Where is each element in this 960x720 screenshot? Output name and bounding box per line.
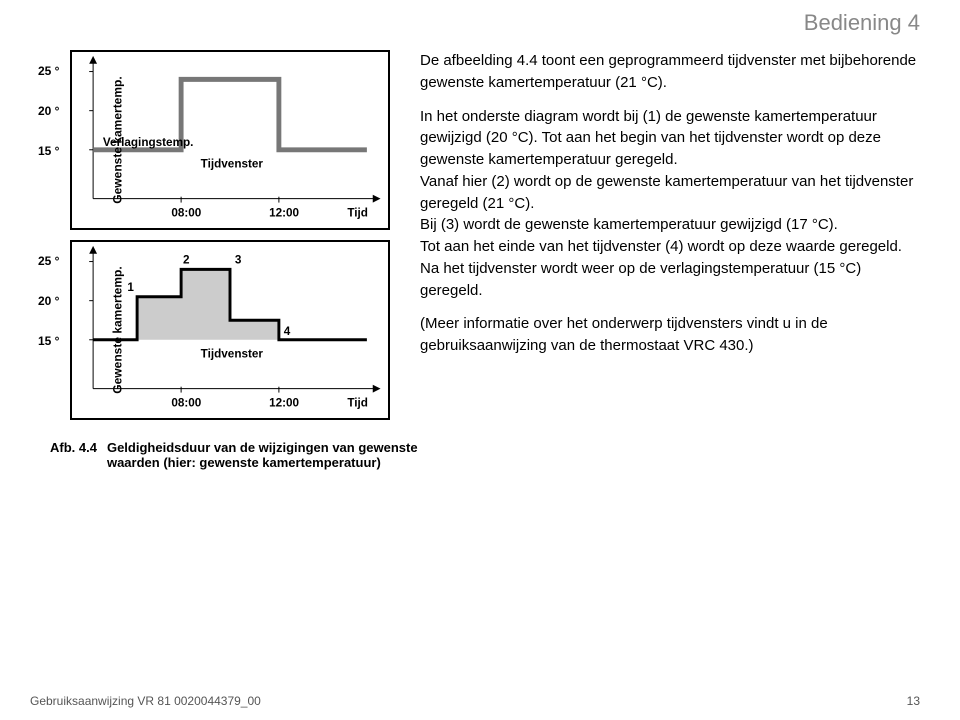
y-tick: 20 ° xyxy=(38,104,59,118)
caption-text: Geldigheidsduur van de wijzigingen van g… xyxy=(107,440,430,470)
svg-text:08:00: 08:00 xyxy=(171,396,201,409)
caption-key: Afb. 4.4 xyxy=(50,440,97,470)
footer-page-number: 13 xyxy=(907,694,920,708)
section-header: Bediening 4 xyxy=(804,10,920,36)
svg-text:Tijdvenster: Tijdvenster xyxy=(201,347,264,360)
svg-text:08:00: 08:00 xyxy=(171,206,201,219)
svg-text:Tijdvenster: Tijdvenster xyxy=(201,157,264,170)
diagram-bottom: Gewenste kamertemp. 25 ° 20 ° 15 ° xyxy=(70,240,390,420)
svg-text:2: 2 xyxy=(183,254,190,267)
svg-text:4: 4 xyxy=(284,325,291,338)
y-tick: 25 ° xyxy=(38,254,59,268)
page-footer: Gebruiksaanwijzing VR 81 0020044379_00 1… xyxy=(30,694,920,708)
svg-text:12:00: 12:00 xyxy=(269,206,299,219)
svg-text:1: 1 xyxy=(127,281,134,294)
diagram-column: Gewenste kamertemp. 25 ° 20 ° 15 ° Verla… xyxy=(30,50,390,470)
y-axis-label-top: Gewenste kamertemp. xyxy=(111,76,125,203)
paragraph: In het onderste diagram wordt bij (1) de… xyxy=(420,106,920,302)
figure-caption: Afb. 4.4 Geldigheidsduur van de wijzigin… xyxy=(50,440,430,470)
y-axis-label-bot: Gewenste kamertemp. xyxy=(111,266,125,393)
body-text: De afbeelding 4.4 toont een geprogrammee… xyxy=(420,50,920,470)
paragraph: (Meer informatie over het onderwerp tijd… xyxy=(420,313,920,357)
svg-text:Tijd: Tijd xyxy=(347,206,368,219)
svg-text:12:00: 12:00 xyxy=(269,396,299,409)
y-tick: 15 ° xyxy=(38,144,59,158)
paragraph: De afbeelding 4.4 toont een geprogrammee… xyxy=(420,50,920,94)
footer-left: Gebruiksaanwijzing VR 81 0020044379_00 xyxy=(30,694,261,708)
diagram-top: Gewenste kamertemp. 25 ° 20 ° 15 ° Verla… xyxy=(70,50,390,230)
y-tick: 25 ° xyxy=(38,64,59,78)
svg-text:Tijd: Tijd xyxy=(347,396,368,409)
y-tick: 15 ° xyxy=(38,334,59,348)
svg-text:3: 3 xyxy=(235,254,242,267)
y-tick: 20 ° xyxy=(38,294,59,308)
